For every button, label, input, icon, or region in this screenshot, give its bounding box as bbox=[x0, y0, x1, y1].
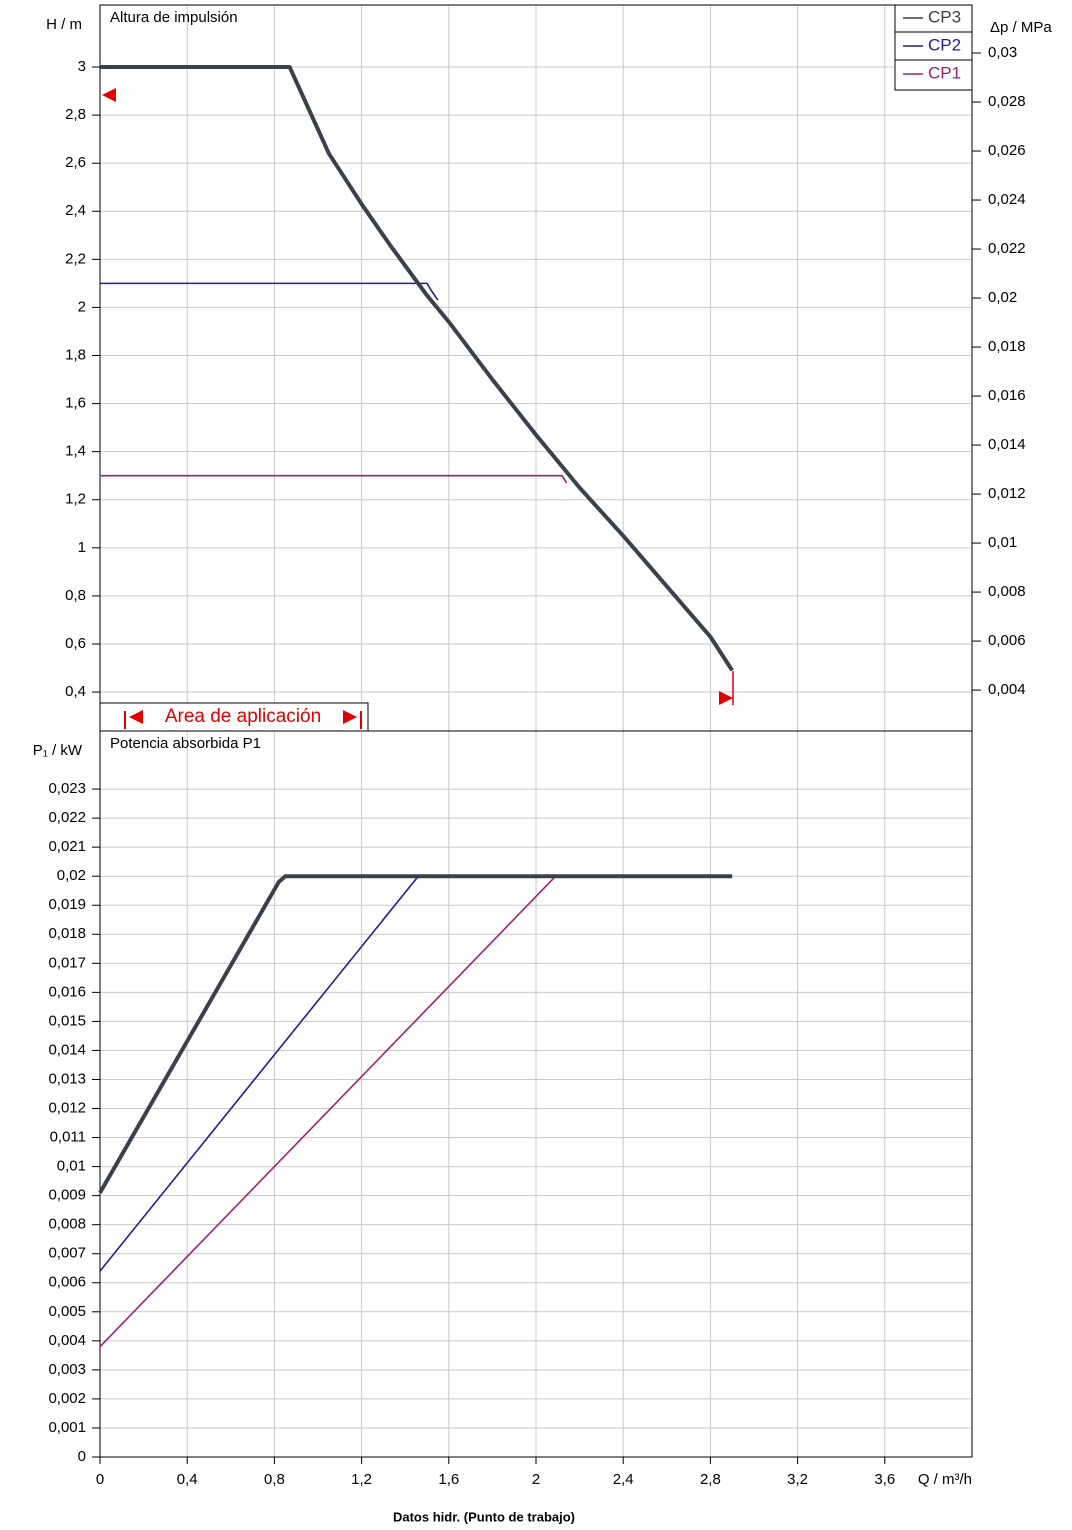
y-tick-label: 0 bbox=[78, 1448, 86, 1465]
panel-title: Altura de impulsión bbox=[110, 9, 238, 26]
y-tick-label: 2,2 bbox=[65, 250, 86, 267]
y-tick-label: 0,014 bbox=[48, 1041, 86, 1058]
legend-label: CP1 bbox=[928, 63, 961, 82]
y-tick-label: 0,007 bbox=[48, 1245, 86, 1262]
x-tick-label: 1,6 bbox=[438, 1471, 459, 1488]
y-tick-label: 0,021 bbox=[48, 838, 86, 855]
y-tick-label: 0,01 bbox=[57, 1158, 86, 1175]
legend-box bbox=[894, 4, 973, 91]
annotation-box bbox=[99, 702, 369, 732]
y-tick-label: 0,016 bbox=[48, 983, 86, 1000]
y2-tick-label: 0,016 bbox=[988, 387, 1026, 404]
y2-tick-label: 0,03 bbox=[988, 44, 1017, 61]
x-tick-label: 0,4 bbox=[177, 1471, 198, 1488]
y-tick-label: 0,004 bbox=[48, 1332, 86, 1349]
x-tick-label: 1,2 bbox=[351, 1471, 372, 1488]
y2-axis-label: Δp / MPa bbox=[990, 19, 1052, 36]
y2-tick-label: 0,006 bbox=[988, 632, 1026, 649]
y2-tick-label: 0,014 bbox=[988, 436, 1026, 453]
legend-label: CP2 bbox=[928, 35, 961, 54]
y-tick-label: 2,4 bbox=[65, 202, 86, 219]
x-tick-label: 3,2 bbox=[787, 1471, 808, 1488]
legend-label: CP3 bbox=[928, 7, 961, 26]
y2-tick-label: 0,018 bbox=[988, 338, 1026, 355]
y2-tick-label: 0,01 bbox=[988, 534, 1017, 551]
y2-tick-label: 0,02 bbox=[988, 289, 1017, 306]
y2-tick-label: 0,012 bbox=[988, 485, 1026, 502]
y-tick-label: 0,023 bbox=[48, 780, 86, 797]
y2-tick-label: 0,024 bbox=[988, 191, 1026, 208]
y2-tick-label: 0,004 bbox=[988, 681, 1026, 698]
series-line bbox=[100, 474, 568, 484]
y-tick-label: 0,4 bbox=[65, 683, 86, 700]
series-line bbox=[100, 65, 734, 672]
annotation: Area de aplicación bbox=[165, 706, 321, 727]
x-tick-label: 2 bbox=[532, 1471, 540, 1488]
y-tick-label: 1,6 bbox=[65, 395, 86, 412]
y-tick-label: 0,001 bbox=[48, 1419, 86, 1436]
annotation-arrow bbox=[343, 710, 357, 724]
y-tick-label: 0,003 bbox=[48, 1361, 86, 1378]
y-axis-label: H / m bbox=[46, 16, 82, 33]
y-tick-label: 1,2 bbox=[65, 491, 86, 508]
y-tick-label: 0,017 bbox=[48, 954, 86, 971]
plot-frame bbox=[99, 730, 973, 1458]
y-tick-label: 0,013 bbox=[48, 1070, 86, 1087]
x-axis-label: Q / m³/h bbox=[918, 1471, 972, 1488]
y2-tick-label: 0,008 bbox=[988, 583, 1026, 600]
y-tick-label: 0,002 bbox=[48, 1390, 86, 1407]
annotation-arrow bbox=[129, 710, 143, 724]
y-tick-label: 0,6 bbox=[65, 635, 86, 652]
y-tick-label: 2,6 bbox=[65, 154, 86, 171]
y-tick-label: 0,02 bbox=[57, 867, 86, 884]
y-tick-label: 1 bbox=[78, 539, 86, 556]
x-tick-label: 2,8 bbox=[700, 1471, 721, 1488]
y-tick-label: 0,011 bbox=[50, 1129, 86, 1146]
y-tick-label: 1,8 bbox=[65, 346, 86, 363]
panel-title: Potencia absorbida P1 bbox=[110, 735, 261, 752]
y-tick-label: 0,8 bbox=[65, 587, 86, 604]
x-tick-label: 0,8 bbox=[264, 1471, 285, 1488]
y-tick-label: 0,012 bbox=[48, 1099, 86, 1116]
y-tick-label: 2,8 bbox=[65, 106, 86, 123]
limit-marker bbox=[719, 691, 733, 705]
y-tick-label: 0,018 bbox=[48, 925, 86, 942]
y-axis-label: P₁ / kW bbox=[33, 742, 83, 759]
y2-tick-label: 0,026 bbox=[988, 142, 1026, 159]
y-tick-label: 1,4 bbox=[65, 443, 86, 460]
limit-marker bbox=[102, 88, 116, 102]
x-tick-label: 0 bbox=[96, 1471, 104, 1488]
series-line bbox=[98, 874, 733, 1194]
y-tick-label: 0,005 bbox=[48, 1303, 86, 1320]
y-tick-label: 2 bbox=[78, 298, 86, 315]
y-tick-label: 3 bbox=[78, 58, 86, 75]
x-tick-label: 2,4 bbox=[613, 1471, 634, 1488]
x-tick-label: 3,6 bbox=[874, 1471, 895, 1488]
y-tick-label: 0,022 bbox=[48, 809, 86, 826]
y-tick-label: 0,019 bbox=[48, 896, 86, 913]
y-tick-label: 0,009 bbox=[48, 1187, 86, 1204]
y-tick-label: 0,006 bbox=[48, 1274, 86, 1291]
y2-tick-label: 0,022 bbox=[988, 240, 1026, 257]
footer: Datos hidr. (Punto de trabajo) bbox=[393, 1509, 575, 1524]
series-line bbox=[99, 875, 557, 1348]
y-tick-label: 0,008 bbox=[48, 1216, 86, 1233]
y-tick-label: 0,015 bbox=[48, 1012, 86, 1029]
y2-tick-label: 0,028 bbox=[988, 93, 1026, 110]
series-line bbox=[99, 875, 419, 1272]
series-line bbox=[100, 282, 439, 301]
